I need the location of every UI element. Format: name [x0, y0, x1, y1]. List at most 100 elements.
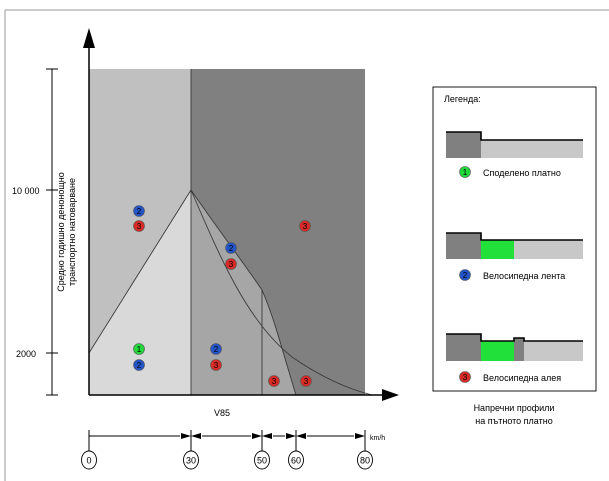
- profile-bike-path: [446, 333, 583, 361]
- profile-road: [481, 140, 583, 158]
- marker-2: 3: [133, 220, 145, 232]
- y-tick-10000: 10 000: [12, 186, 40, 196]
- x-dim-arrow-1: [181, 433, 191, 439]
- x-tick-50: 50: [257, 456, 267, 466]
- profile-bike-lane: [446, 232, 583, 259]
- boundary-curve-outer: [190, 189, 373, 396]
- y-axis-arrow: [83, 28, 95, 48]
- marker-circle: [133, 343, 145, 355]
- legend-marker-label: 1: [463, 168, 468, 177]
- x-tick-0: 0: [86, 456, 91, 466]
- boundary-triangle-left: [88, 189, 192, 354]
- profile-outline: [446, 232, 583, 241]
- x-dim-arrows: [181, 433, 365, 439]
- marker-5: 3: [225, 258, 237, 270]
- marker-circle: [133, 220, 145, 232]
- marker-label: 3: [137, 222, 142, 231]
- marker-3: 3: [299, 220, 311, 232]
- profile-sidewalk: [446, 233, 481, 259]
- boundary-curve-inner: [190, 189, 297, 396]
- legend: Легенда: 1 Споделено платно 2 Велосипедн…: [432, 86, 597, 392]
- x-dim-arrow-4: [262, 433, 272, 439]
- marker-7: 2: [133, 359, 145, 371]
- legend-marker-label: 3: [463, 373, 468, 382]
- marker-11: 3: [300, 375, 312, 387]
- profile-road: [514, 240, 583, 259]
- marker-label: 2: [229, 244, 234, 253]
- marker-circle: [225, 258, 237, 270]
- marker-label: 3: [214, 361, 219, 370]
- x-dim-arrow-6: [296, 433, 306, 439]
- x-tick-80-ellipse: [357, 450, 373, 470]
- legend-caption-line1: Напречни профили: [474, 403, 555, 413]
- y-tick-2000: 2000: [16, 349, 36, 359]
- x-tick-60-ellipse: [288, 450, 304, 470]
- legend-marker-circle: [459, 371, 471, 383]
- x-tick-ellipses: [81, 450, 373, 470]
- profile-sidewalk: [446, 334, 481, 361]
- marker-circle: [300, 375, 312, 387]
- zone-boundaries: [88, 69, 373, 396]
- legend-title: Легенда:: [444, 94, 481, 104]
- profile-road: [524, 341, 583, 361]
- x-dimension: [88, 430, 366, 452]
- marker-circle: [210, 343, 222, 355]
- x-tick-30: 30: [186, 456, 196, 466]
- x-dim-arrow-5: [286, 433, 296, 439]
- y-axis-label-line2: транспортно натоварване: [67, 178, 77, 286]
- legend-label-2: Велосипедна лента: [483, 271, 565, 281]
- x-dim-arrow-3: [252, 433, 262, 439]
- x-unit: km/h: [370, 435, 385, 442]
- marker-circle: [225, 242, 237, 254]
- y-axis-label-line1: Средно годишно денонощно: [56, 172, 66, 292]
- profile-bike-lane-strip: [481, 240, 514, 259]
- marker-label: 1: [137, 345, 142, 354]
- x-tick-60: 60: [291, 456, 301, 466]
- x-axis-label: V85: [214, 408, 230, 418]
- x-dim-arrow-2: [191, 433, 201, 439]
- profile-sidewalk: [446, 132, 481, 158]
- y-dimension: [46, 68, 58, 396]
- y-axis-label: Средно годишно денонощно транспортно нат…: [56, 172, 77, 292]
- marker-circle: [133, 205, 145, 217]
- x-tick-80: 80: [360, 456, 370, 466]
- marker-1: 2: [133, 205, 145, 217]
- legend-label-3: Велосипедна алея: [483, 373, 561, 383]
- marker-9: 3: [210, 359, 222, 371]
- legend-marker-circle: [459, 269, 471, 281]
- marker-label: 2: [214, 345, 219, 354]
- marker-label: 2: [137, 361, 142, 370]
- marker-4: 2: [225, 242, 237, 254]
- profile-outline: [446, 131, 583, 141]
- x-tick-0-ellipse: [81, 450, 97, 470]
- legend-marker-3: 3: [459, 371, 471, 383]
- zone-light: [89, 190, 191, 395]
- zone-areas: [89, 69, 365, 395]
- x-axis-arrow: [382, 389, 399, 401]
- marker-circle: [299, 220, 311, 232]
- legend-marker-circle: [459, 166, 471, 178]
- marker-10: 3: [268, 375, 280, 387]
- marker-8: 2: [210, 343, 222, 355]
- profile-outline: [446, 333, 583, 342]
- marker-label: 3: [303, 222, 308, 231]
- diagram-markers: 2 3 3 2 3 1 2 2 3 3 3: [133, 205, 312, 387]
- marker-circle: [133, 359, 145, 371]
- marker-label: 3: [272, 377, 277, 386]
- legend-marker-1: 1: [459, 166, 471, 178]
- marker-label: 3: [304, 377, 309, 386]
- legend-caption-line2: на пътното платно: [475, 416, 552, 426]
- profile-bike-path-strip: [481, 341, 514, 361]
- marker-label: 3: [229, 260, 234, 269]
- profile-separator: [514, 338, 524, 361]
- marker-circle: [210, 359, 222, 371]
- x-tick-50-ellipse: [254, 450, 270, 470]
- axes: [83, 28, 399, 401]
- legend-label-1: Споделено платно: [483, 168, 561, 178]
- legend-marker-label: 2: [463, 271, 468, 280]
- marker-circle: [268, 375, 280, 387]
- marker-6: 1: [133, 343, 145, 355]
- x-tick-30-ellipse: [183, 450, 199, 470]
- legend-marker-2: 2: [459, 269, 471, 281]
